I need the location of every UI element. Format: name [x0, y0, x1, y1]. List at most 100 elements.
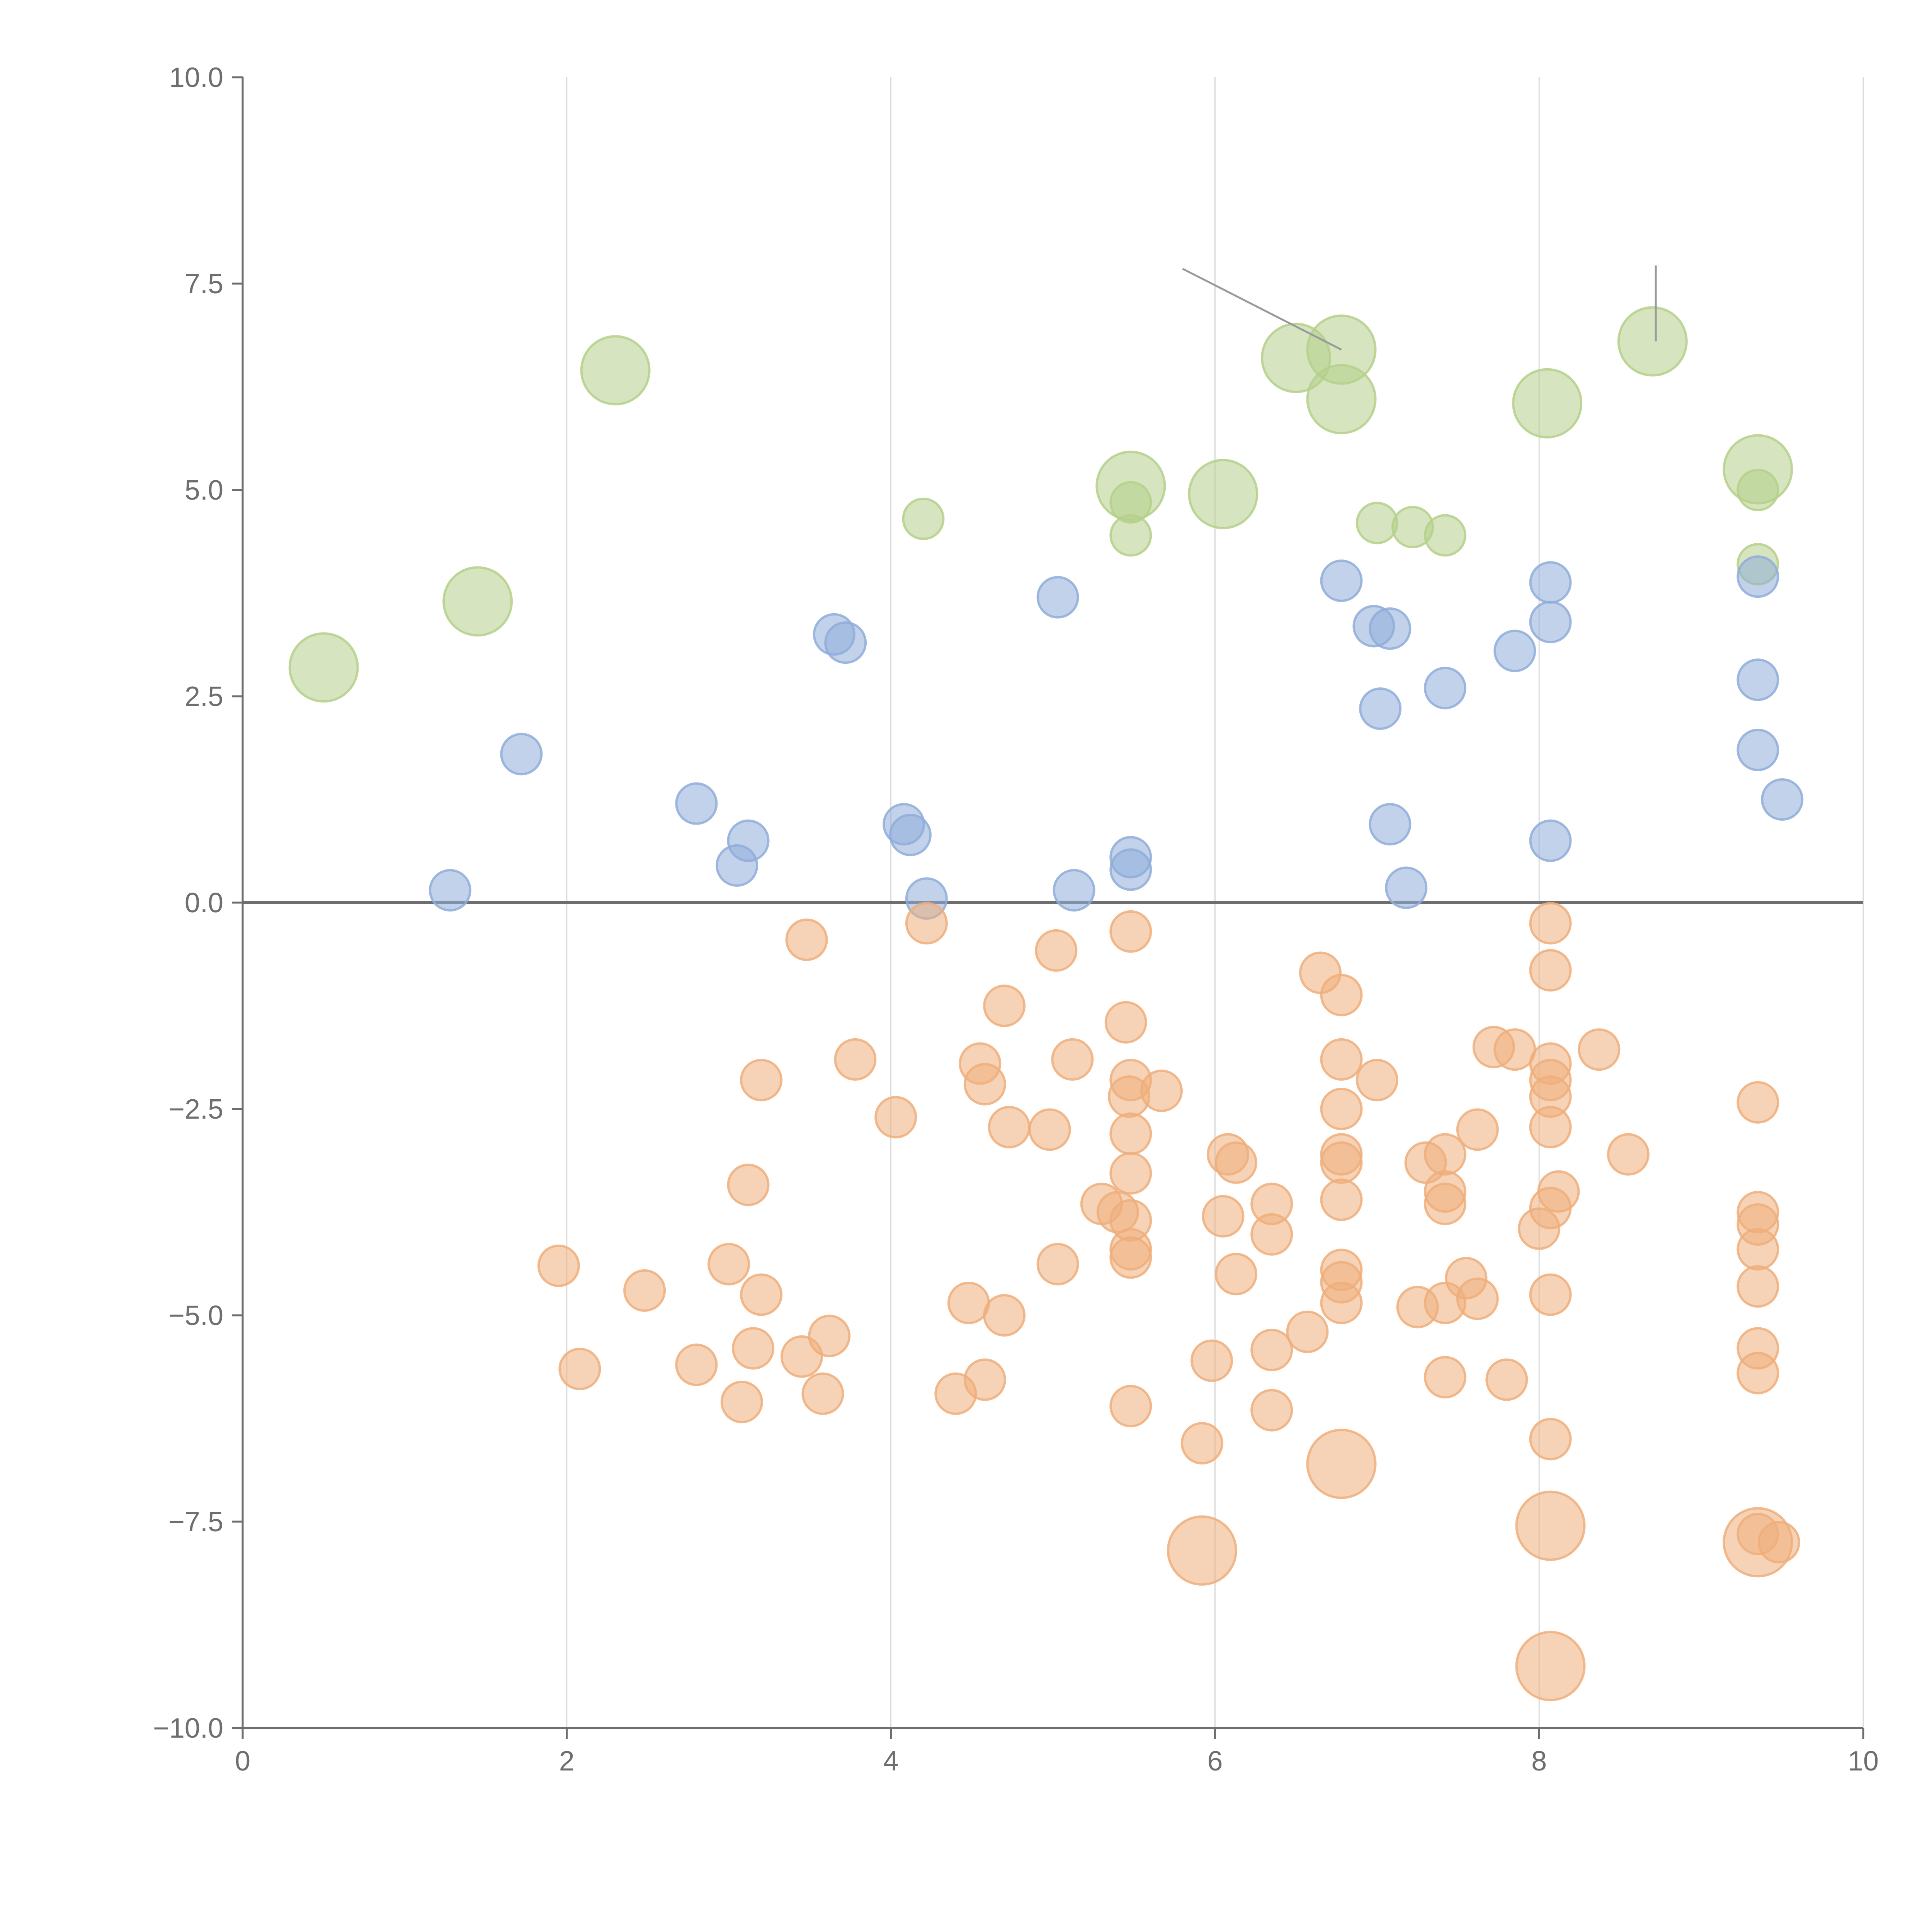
point-orange-21	[963, 1358, 1006, 1401]
point-orange-47	[1214, 1141, 1257, 1184]
point-orange-1	[558, 1347, 601, 1390]
point-orange-92	[1578, 1028, 1621, 1071]
y-tick-label-0: 10.0	[169, 62, 223, 93]
point-blue-1	[500, 733, 543, 776]
point-orange-11	[785, 918, 828, 961]
point-orange-13	[808, 1315, 851, 1357]
point-orange-53	[1286, 1310, 1329, 1353]
annotation-leader-0	[1182, 268, 1342, 351]
point-blue-0	[429, 869, 471, 912]
point-blue-4	[727, 819, 770, 862]
point-orange-93	[1607, 1133, 1650, 1176]
series-orange	[537, 902, 1800, 1701]
point-blue-18	[1369, 803, 1412, 846]
point-orange-48	[1214, 1253, 1257, 1296]
point-orange-90	[1515, 1631, 1586, 1701]
y-tick-label-6: −5.0	[168, 1300, 223, 1331]
point-orange-77	[1485, 1358, 1528, 1401]
x-tick-label-2: 4	[883, 1746, 899, 1777]
point-orange-85	[1529, 1105, 1572, 1148]
point-orange-65	[1355, 1059, 1398, 1102]
point-orange-14	[834, 1038, 877, 1081]
point-orange-81	[1529, 949, 1572, 992]
point-green-1	[442, 566, 513, 637]
point-blue-2	[675, 782, 718, 825]
point-orange-12	[801, 1372, 844, 1415]
x-tick-label-0: 0	[235, 1746, 250, 1777]
point-blue-24	[1529, 819, 1572, 862]
point-orange-45	[1202, 1195, 1245, 1238]
point-green-11	[1355, 502, 1398, 544]
point-orange-22	[983, 985, 1026, 1027]
y-tick-label-5: −2.5	[168, 1094, 223, 1125]
point-blue-17	[1359, 687, 1402, 730]
x-tick-label-3: 6	[1207, 1746, 1223, 1777]
point-blue-13	[1109, 848, 1152, 891]
point-orange-44	[1190, 1339, 1233, 1382]
point-orange-7	[732, 1327, 775, 1370]
point-green-0	[288, 632, 359, 703]
point-orange-57	[1320, 1088, 1363, 1130]
x-axis-ticks: 0 2 4 6 8 10	[235, 1728, 1879, 1777]
point-blue-10	[1036, 576, 1079, 619]
point-orange-80	[1529, 902, 1572, 945]
y-tick-label-2: 5.0	[185, 475, 223, 506]
point-orange-36	[1109, 1152, 1152, 1195]
point-orange-31	[1104, 1001, 1147, 1044]
point-orange-50	[1250, 1213, 1293, 1256]
point-blue-11	[1053, 869, 1095, 912]
point-orange-3	[675, 1344, 718, 1386]
point-orange-78	[1493, 1028, 1536, 1071]
point-green-14	[1512, 368, 1583, 439]
y-tick-label-3: 2.5	[185, 681, 223, 712]
x-tick-label-4: 8	[1531, 1746, 1547, 1777]
point-blue-20	[1423, 667, 1466, 709]
point-orange-98	[1736, 1265, 1779, 1308]
point-green-7	[1188, 459, 1259, 529]
point-orange-15	[874, 1096, 917, 1139]
axes	[242, 77, 1863, 1729]
point-orange-18	[947, 1281, 990, 1324]
point-orange-23	[983, 1294, 1026, 1337]
point-orange-87	[1529, 1273, 1572, 1316]
point-orange-103	[1757, 1521, 1800, 1564]
point-orange-25	[1028, 1108, 1071, 1151]
point-green-17	[1736, 469, 1779, 511]
series-blue	[429, 555, 1804, 920]
point-orange-33	[1109, 910, 1152, 953]
point-blue-27	[1736, 728, 1779, 771]
point-orange-74	[1456, 1108, 1499, 1151]
point-orange-88	[1529, 1418, 1572, 1461]
point-orange-35	[1109, 1112, 1152, 1155]
point-orange-27	[1036, 1243, 1079, 1286]
point-orange-43	[1167, 1515, 1237, 1586]
point-orange-60	[1320, 1178, 1363, 1221]
point-orange-9	[740, 1273, 783, 1316]
point-orange-28	[1051, 1038, 1094, 1081]
point-orange-59	[1320, 1141, 1363, 1184]
point-orange-89	[1515, 1490, 1586, 1561]
point-orange-0	[537, 1244, 580, 1287]
point-orange-64	[1306, 1429, 1377, 1499]
x-tick-label-5: 10	[1848, 1746, 1879, 1777]
point-orange-56	[1320, 1038, 1363, 1081]
y-tick-label-7: −7.5	[168, 1507, 223, 1537]
point-blue-8	[889, 813, 932, 856]
point-green-13	[1423, 514, 1466, 557]
point-green-6	[1109, 514, 1152, 557]
y-tick-label-8: −10.0	[153, 1713, 223, 1744]
point-orange-24	[988, 1105, 1031, 1148]
point-orange-100	[1736, 1352, 1779, 1395]
point-orange-39	[1109, 1236, 1152, 1279]
point-green-2	[580, 335, 651, 406]
point-orange-20	[963, 1063, 1006, 1105]
point-blue-21	[1493, 629, 1536, 672]
point-blue-22	[1529, 561, 1572, 604]
point-blue-25	[1736, 555, 1779, 598]
point-orange-6	[727, 1163, 770, 1206]
data-series	[288, 306, 1804, 1701]
point-blue-6	[824, 621, 867, 664]
point-green-10	[1306, 364, 1377, 435]
point-blue-28	[1761, 778, 1804, 821]
point-orange-5	[720, 1381, 763, 1423]
